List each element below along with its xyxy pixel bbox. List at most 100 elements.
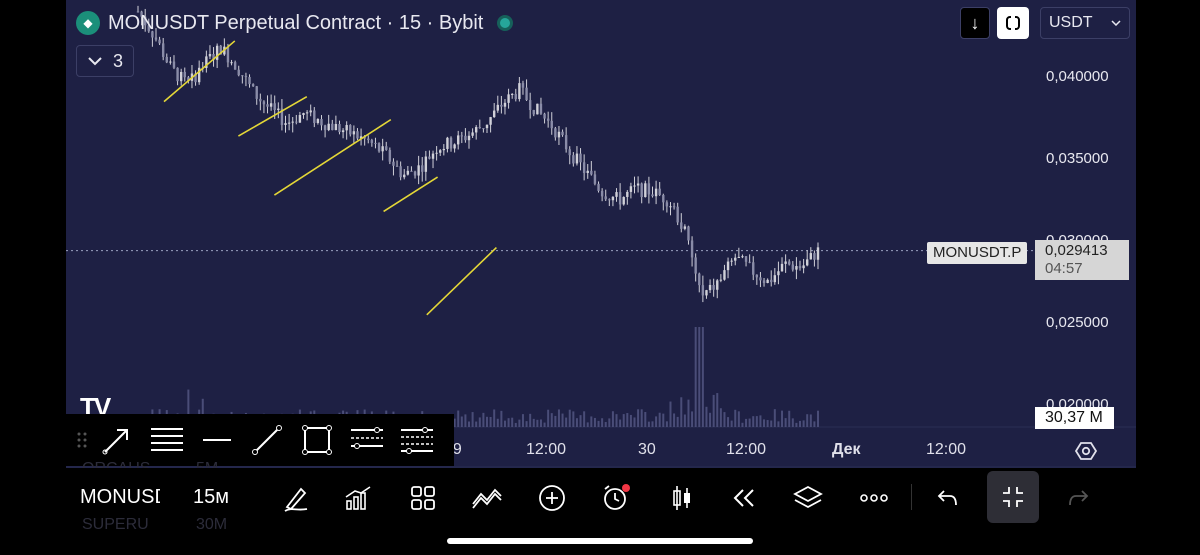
volume-bar xyxy=(737,411,740,427)
volume-bar xyxy=(187,389,190,427)
candle xyxy=(500,95,503,114)
rectangle-tool-button[interactable] xyxy=(292,415,342,465)
compare-button[interactable] xyxy=(467,478,507,518)
fib-retracement-tool-button[interactable] xyxy=(342,415,392,465)
candle xyxy=(604,189,607,202)
chart-mode-button[interactable] xyxy=(997,7,1029,39)
volume-bar xyxy=(673,413,676,427)
trend-line[interactable] xyxy=(273,118,392,196)
bybit-diamond-icon: ◆ xyxy=(76,11,100,35)
drawing-toolbar xyxy=(66,414,454,466)
layouts-button[interactable] xyxy=(403,478,443,518)
price-chart[interactable] xyxy=(66,0,1136,527)
candle xyxy=(806,250,809,267)
trend-line-tool-button[interactable] xyxy=(242,415,292,465)
candle xyxy=(662,193,665,211)
volume-bar xyxy=(525,421,528,427)
arrow-tool-button[interactable] xyxy=(92,415,142,465)
candle xyxy=(543,112,546,124)
candle xyxy=(676,202,679,226)
horizontal-line-tool-button[interactable] xyxy=(192,415,242,465)
volume-bar xyxy=(514,422,517,427)
candle xyxy=(791,261,795,272)
object-tree-button[interactable] xyxy=(788,478,828,518)
candle xyxy=(334,115,338,131)
candle xyxy=(600,188,604,202)
symbol-price-tag: MONUSDT.P xyxy=(927,242,1028,264)
candle xyxy=(766,278,769,284)
candle xyxy=(259,93,262,111)
trend-line[interactable] xyxy=(426,246,497,316)
fullscreen-exit-button[interactable] xyxy=(987,471,1039,523)
volume-tag: 30,37 M xyxy=(1035,407,1114,429)
volume-bar xyxy=(608,418,611,427)
candle xyxy=(640,182,643,204)
candle xyxy=(205,50,208,73)
currency-select[interactable]: USDT xyxy=(1040,7,1130,39)
volume-bar xyxy=(766,420,769,427)
home-indicator[interactable] xyxy=(447,538,753,544)
volume-bar xyxy=(773,409,776,427)
candle xyxy=(777,261,780,285)
redo-button[interactable] xyxy=(1058,478,1098,518)
chart-type-button[interactable] xyxy=(662,478,702,518)
chart-header: ◆ MONUSDT Perpetual Contract · 15 · Bybi… xyxy=(76,8,514,38)
volume-bar xyxy=(485,416,488,427)
volume-bar xyxy=(734,409,737,427)
volume-bar xyxy=(817,410,819,427)
undo-button[interactable] xyxy=(928,478,968,518)
candle xyxy=(579,148,582,171)
volume-bar xyxy=(730,420,733,427)
volume-bar xyxy=(496,418,499,427)
symbol-search-button[interactable]: MONUSDT xyxy=(80,486,160,508)
candle xyxy=(737,247,741,259)
horizontal-lines-tool-button[interactable] xyxy=(142,415,192,465)
candle xyxy=(712,278,715,297)
volume-bar xyxy=(532,418,535,427)
volume-bar xyxy=(586,422,589,427)
candle xyxy=(557,126,561,145)
candle xyxy=(424,150,428,181)
candle xyxy=(521,80,525,95)
volume-bar xyxy=(611,411,614,427)
volume-bar xyxy=(748,418,751,427)
candle xyxy=(327,114,330,132)
replay-button[interactable] xyxy=(724,478,764,518)
drawing-tools-button[interactable] xyxy=(276,478,316,518)
volume-bar xyxy=(489,416,492,427)
trend-line[interactable] xyxy=(163,40,236,103)
candle xyxy=(136,5,140,13)
alerts-button[interactable] xyxy=(596,478,636,518)
scroll-to-latest-button[interactable]: ↓ xyxy=(960,7,990,39)
candle xyxy=(154,28,158,42)
indicators-button[interactable] xyxy=(338,478,378,518)
volume-bar xyxy=(619,419,622,427)
volume-bar xyxy=(503,420,506,427)
volume-bar xyxy=(809,414,812,427)
more-dots-icon xyxy=(860,494,888,502)
candle xyxy=(158,36,161,46)
volume-bar xyxy=(777,421,780,427)
trend-line[interactable] xyxy=(383,176,439,213)
candle xyxy=(795,257,798,280)
candle xyxy=(377,142,381,153)
add-button[interactable] xyxy=(532,478,572,518)
volume-bar xyxy=(604,422,607,427)
candle xyxy=(345,121,348,140)
candle xyxy=(392,158,395,176)
candle xyxy=(507,88,510,109)
candle xyxy=(457,130,460,150)
trend-line[interactable] xyxy=(238,95,308,137)
candle xyxy=(291,117,294,133)
fib-channel-tool-button[interactable] xyxy=(392,415,442,465)
candle xyxy=(813,250,816,267)
more-button[interactable] xyxy=(854,478,894,518)
time-axis-label: 12:00 xyxy=(526,441,567,458)
indicators-toggle-button[interactable]: 3 xyxy=(76,45,134,77)
arrow-tool-icon xyxy=(102,429,128,455)
volume-bar xyxy=(723,412,726,427)
interval-button[interactable]: 15м xyxy=(193,486,229,508)
candle xyxy=(730,258,733,266)
chart-settings-icon[interactable] xyxy=(1075,440,1097,462)
drag-handle-icon[interactable] xyxy=(72,430,92,450)
